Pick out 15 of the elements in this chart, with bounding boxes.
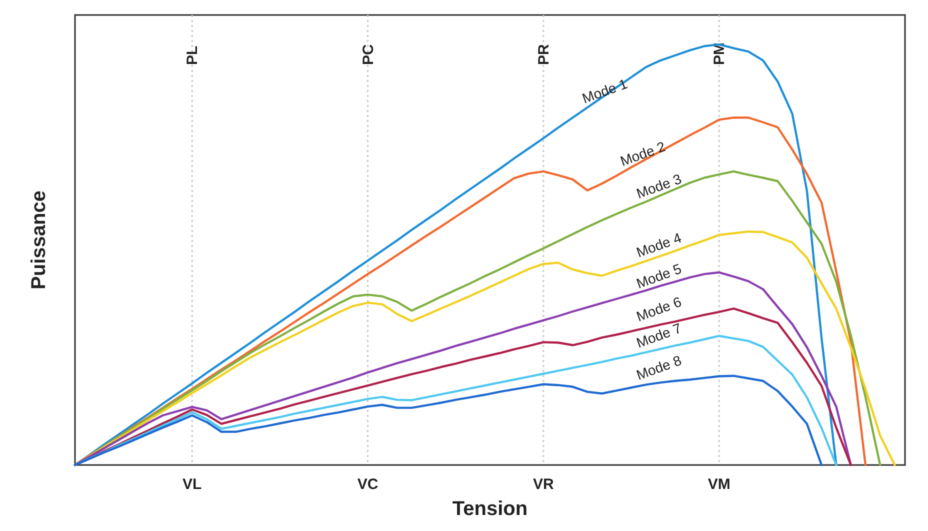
ref-line-label: PC [360, 44, 377, 65]
text: Mode 1 [580, 75, 630, 106]
text: Mode 4 [634, 229, 684, 260]
ref-line-label: PR [535, 44, 552, 65]
text: Mode 5 [634, 260, 684, 292]
x-tick-label: VM [708, 476, 730, 493]
text: Mode 8 [634, 352, 684, 383]
ref-line-label: PL [184, 46, 202, 65]
text: Mode 2 [618, 138, 668, 170]
x-axis-title: Tension [452, 498, 528, 520]
x-tick-label: VC [357, 476, 378, 493]
text: Mode 3 [634, 170, 684, 202]
y-axis-title: Puissance [28, 190, 50, 290]
x-tick-label: VR [533, 476, 554, 493]
x-tick-label: VL [182, 476, 202, 493]
